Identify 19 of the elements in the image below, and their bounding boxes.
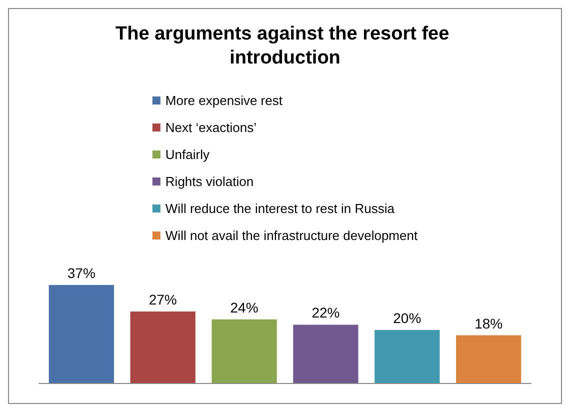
legend-label: Unfairly [165, 147, 210, 162]
bar [374, 330, 440, 383]
bar [212, 319, 277, 383]
legend-label: Will not avail the infrastructure development [165, 228, 418, 243]
data-label: 24% [230, 299, 258, 316]
legend-label: Rights violation [165, 174, 254, 189]
bar [48, 284, 114, 383]
legend-label: More expensive rest [165, 93, 283, 108]
data-label: 37% [67, 264, 96, 281]
legend-label: Next ‘exactions’ [165, 120, 257, 135]
data-label: 18% [474, 315, 503, 332]
data-label: 20% [393, 310, 422, 326]
data-label: 27% [148, 291, 177, 308]
chart-title: The arguments against the resort fee introduction [116, 24, 454, 68]
bar [293, 324, 358, 383]
bar [456, 335, 522, 383]
bar [130, 311, 196, 383]
legend-label: Will reduce the interest to rest in Russia [165, 201, 396, 216]
data-label: 22% [312, 304, 340, 321]
